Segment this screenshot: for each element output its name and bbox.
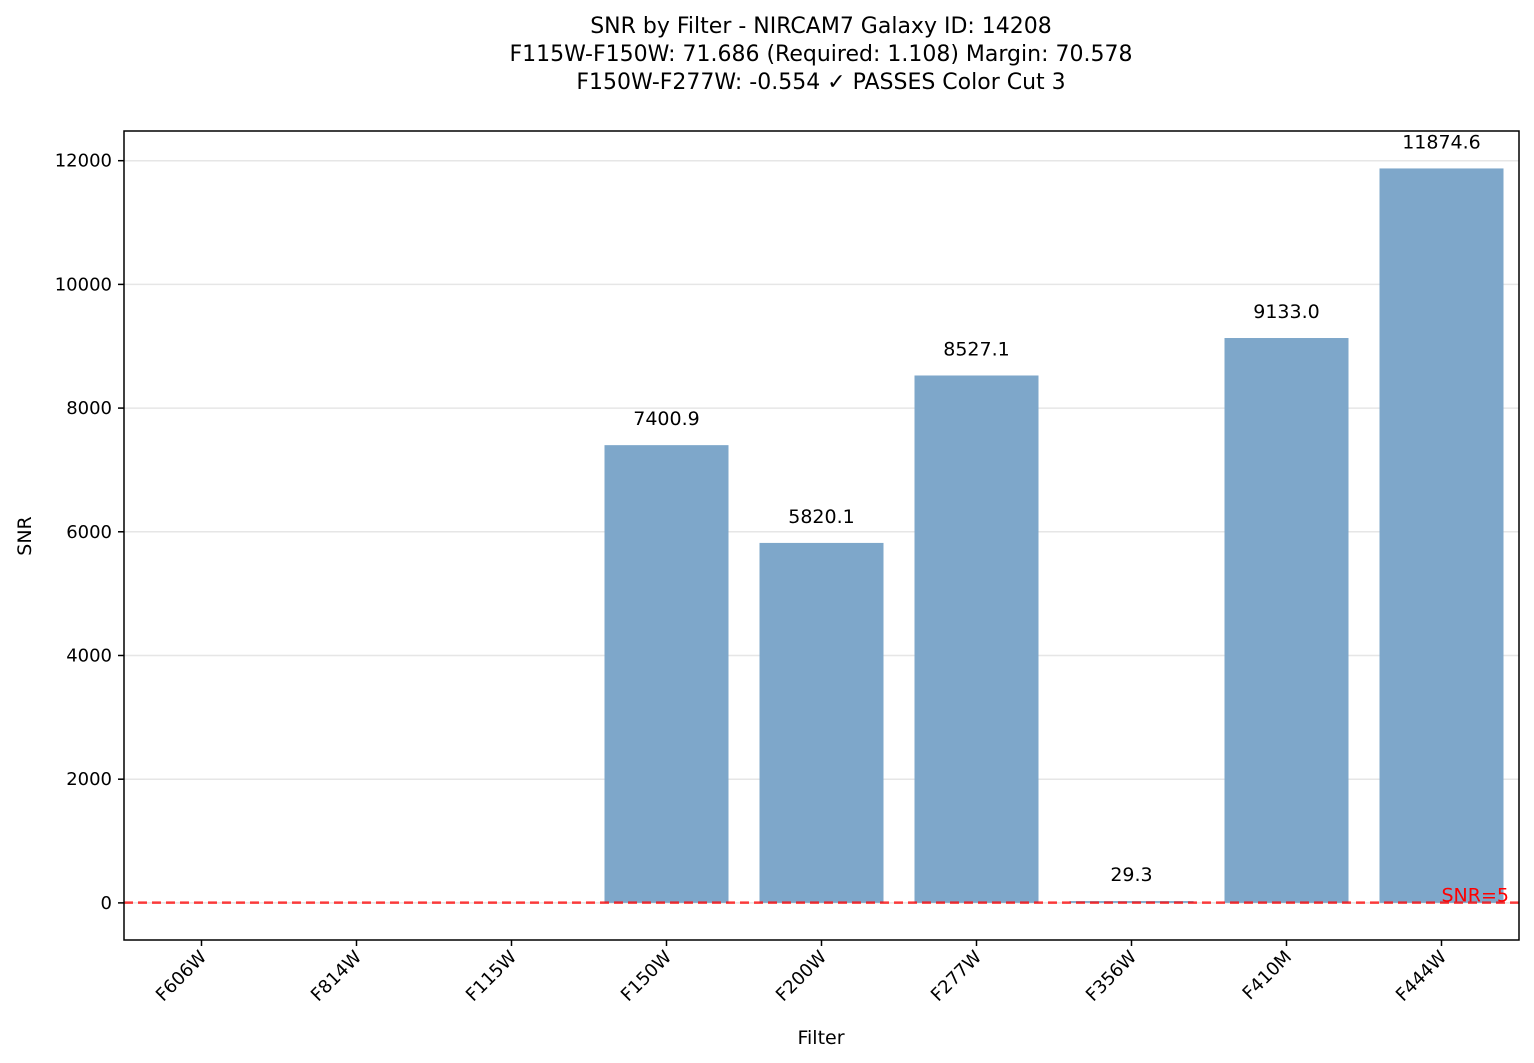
y-tick-label: 6000 [66,522,112,543]
threshold: SNR=5 [124,885,1519,907]
bar-value-label: 7400.9 [633,408,699,430]
x-axis-label: Filter [797,1027,844,1049]
x-tick-label: F200W [772,947,831,1006]
x-tick-label: F814W [307,947,366,1006]
x-tick-label: F150W [617,947,676,1006]
chart-title-line-3: F150W-F277W: -0.554 ✓ PASSES Color Cut 3 [576,70,1065,95]
bar-f277w [914,375,1039,903]
x-tick-label: F606W [152,947,211,1006]
y-axis-label: SNR [14,516,36,555]
bar-value-label: 5820.1 [788,506,854,528]
bar-value-label: 9133.0 [1253,301,1319,323]
bars [604,168,1504,903]
x-tick-label: F410M [1239,947,1296,1004]
x-tick-label: F115W [462,947,521,1006]
y-tick-label: 2000 [66,769,112,790]
bar-f150w [604,445,729,903]
axes [118,130,1520,946]
bar-f356w [1069,901,1194,903]
y-tick-label: 4000 [66,645,112,666]
bar-value-label: 11874.6 [1402,131,1481,153]
bar-f200w [759,542,884,903]
bar-f444w [1379,168,1504,903]
x-tick-label: F277W [927,947,986,1006]
chart-title-line-2: F115W-F150W: 71.686 (Required: 1.108) Ma… [510,42,1133,67]
threshold-label: SNR=5 [1442,885,1509,907]
x-tick-label: F444W [1392,947,1451,1006]
bar-value-label: 8527.1 [943,338,1009,360]
x-tick-label: F356W [1082,947,1141,1006]
chart-title-line-1: SNR by Filter - NIRCAM7 Galaxy ID: 14208 [590,14,1052,39]
y-tick-label: 12000 [55,151,112,172]
y-tick-label: 8000 [66,398,112,419]
y-tick-label: 10000 [55,274,112,295]
y-tick-label: 0 [101,893,112,914]
chart-title: SNR by Filter - NIRCAM7 Galaxy ID: 14208… [510,14,1133,95]
bar-f410m [1224,338,1349,903]
bar-value-label: 29.3 [1110,864,1152,886]
